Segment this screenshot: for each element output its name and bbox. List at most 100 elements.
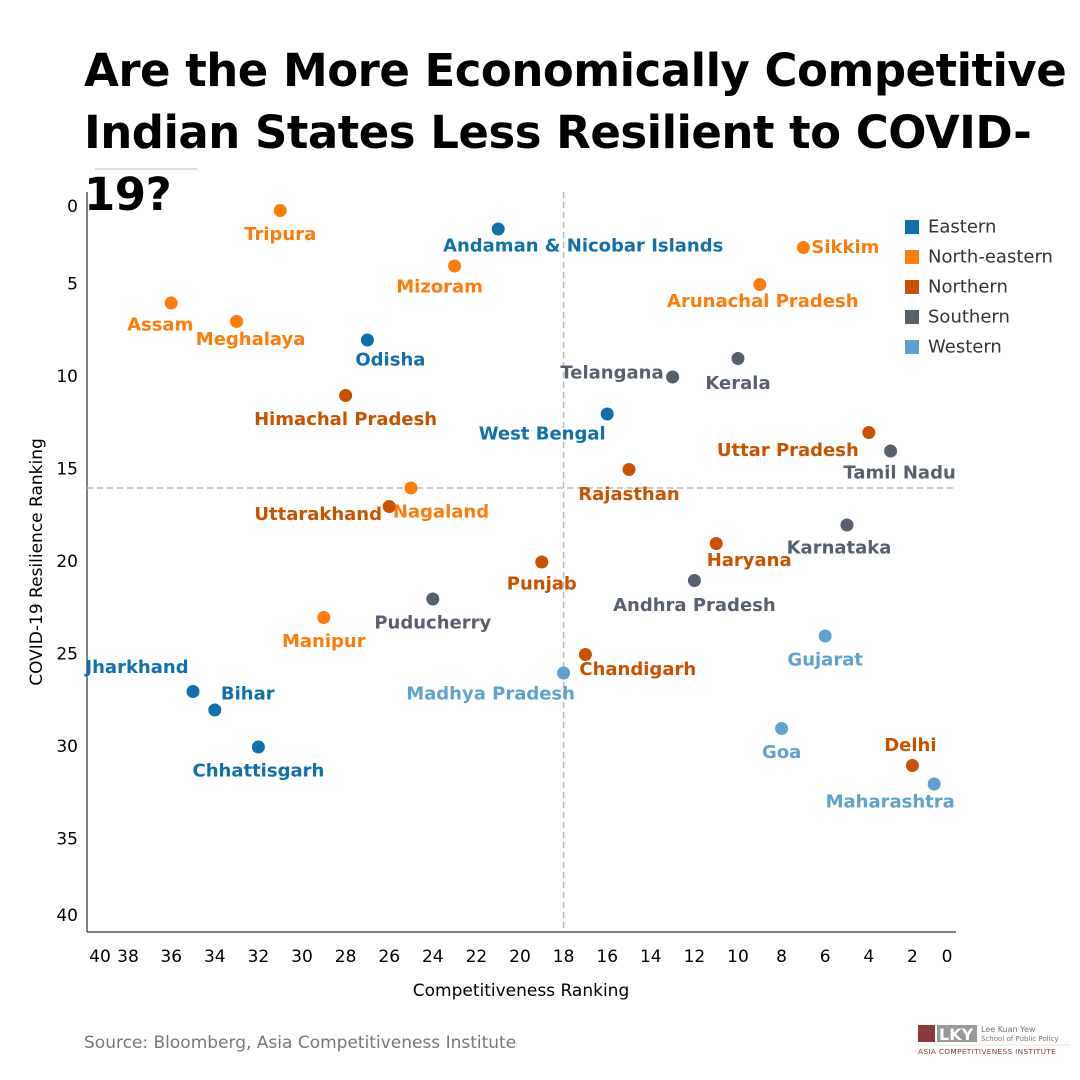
data-point [164,296,178,310]
data-label: Madhya Pradesh [406,684,575,705]
data-label: Nagaland [393,502,489,523]
data-point [317,611,331,624]
x-tick-label: 8 [776,947,787,967]
data-label: Punjab [507,574,577,595]
x-axis-title: Competitiveness Ranking [413,981,630,1001]
data-label: Chhattisgarh [192,761,324,782]
x-tick-label: 24 [422,947,444,967]
data-label: Delhi [884,735,936,756]
y-tick-label: 30 [56,737,78,757]
y-tick-label: 5 [67,275,78,295]
x-tick-label: 22 [466,947,488,967]
data-label: Bihar [221,684,275,705]
data-point [709,537,723,550]
source-note: Source: Bloomberg, Asia Competitiveness … [84,1033,517,1053]
legend-swatch [905,250,919,264]
legend-swatch [905,280,919,294]
legend-label: Northern [928,277,1008,298]
x-tick-label: 28 [335,947,357,967]
x-tick-label: 26 [378,947,400,967]
y-tick-label: 10 [56,367,78,387]
data-point [905,759,919,772]
y-tick-label: 40 [56,906,78,926]
data-point [775,722,789,735]
x-tick-label: 16 [596,947,618,967]
data-point [796,241,810,254]
y-tick-label: 0 [67,197,78,217]
data-label: Kerala [705,373,770,394]
x-tick-label: 6 [820,947,831,967]
svg-text:ASIA COMPETITIVENESS INSTITUTE: ASIA COMPETITIVENESS INSTITUTE [918,1047,1056,1056]
y-tick-label: 25 [56,645,78,665]
data-label: Uttar Pradesh [717,440,859,461]
data-label: Telangana [560,363,663,384]
data-point [753,278,767,291]
data-point [884,444,898,458]
x-tick-label: 30 [291,947,313,967]
data-label: Goa [762,742,801,763]
x-tick-label: 10 [727,947,749,967]
x-tick-label: 4 [863,947,874,967]
data-label: Meghalaya [196,329,306,350]
x-tick-label: 20 [509,947,531,967]
svg-text:Lee Kuan Yew: Lee Kuan Yew [981,1025,1036,1034]
data-label: Puducherry [374,613,491,634]
data-label: Tamil Nadu [843,463,955,484]
data-point [818,629,832,643]
data-point [666,370,680,384]
data-label: Mizoram [396,277,483,298]
data-label: Chandigarh [579,659,696,680]
x-tick-label: 2 [907,947,918,967]
data-label: Gujarat [787,650,863,671]
data-point [273,204,287,217]
legend-swatch [905,310,919,324]
legend-swatch [905,340,919,354]
data-label: Andhra Pradesh [613,595,776,616]
data-label: West Bengal [479,424,606,445]
legend-label: Western [928,337,1002,358]
data-point [600,407,614,421]
data-label: Karnataka [787,538,892,559]
title-underline [95,168,197,170]
data-label: Haryana [707,550,792,571]
x-tick-label: 40 [89,947,111,967]
data-point [382,500,396,513]
y-tick-label: 20 [56,552,78,572]
chart-title: Are the More Economically Competitive In… [84,40,1080,226]
data-label: Rajasthan [578,484,679,505]
legend-swatch [905,220,919,234]
data-label: Sikkim [811,237,879,258]
x-tick-label: 32 [248,947,270,967]
data-label: Jharkhand [83,657,188,678]
data-label: Uttarakhand [254,504,382,525]
data-point [230,315,244,328]
data-point [360,333,374,347]
data-point [251,740,265,754]
data-point [862,426,876,439]
data-point [840,518,854,532]
data-label: Andaman & Nicobar Islands [443,236,723,257]
x-tick-label: 0 [942,947,953,967]
svg-text:LKY: LKY [939,1025,974,1044]
data-point [578,648,592,661]
title-line-2: Indian States Less Resilient to COVID-19… [84,106,1032,221]
data-point [186,685,200,698]
data-label: Odisha [355,350,425,371]
legend-label: Eastern [928,217,996,238]
data-point [535,555,549,569]
data-point [491,222,505,236]
svg-text:School of Public Policy: School of Public Policy [981,1035,1059,1043]
data-point [208,703,222,717]
data-label: Manipur [282,631,366,652]
data-label: Himachal Pradesh [254,409,437,430]
data-label: Assam [127,315,193,336]
title-line-1: Are the More Economically Competitive [84,44,1067,97]
data-point [557,666,571,680]
x-tick-label: 36 [160,947,182,967]
x-tick-label: 14 [640,947,662,967]
data-label: Arunachal Pradesh [667,291,859,312]
data-label: Tripura [244,224,316,245]
lky-aci-logo: LKY Lee Kuan Yew School of Public Policy… [918,1025,1070,1056]
